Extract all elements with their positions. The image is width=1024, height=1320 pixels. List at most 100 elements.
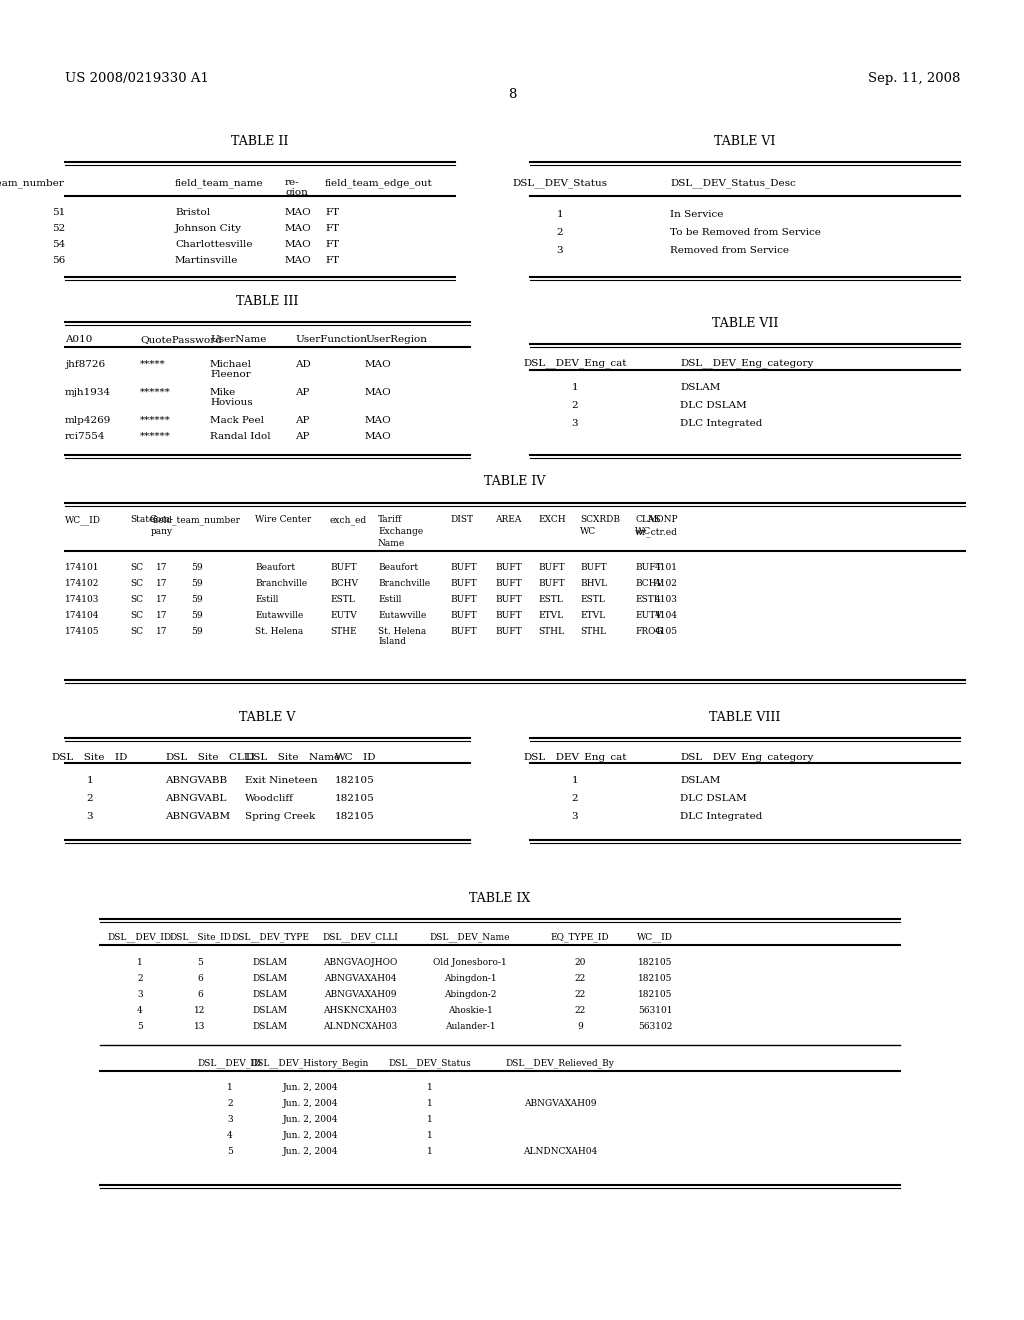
Text: DSL__DEV_Eng_cat: DSL__DEV_Eng_cat <box>523 358 627 368</box>
Text: St. Helena
Island: St. Helena Island <box>378 627 426 647</box>
Text: DLC Integrated: DLC Integrated <box>680 418 763 428</box>
Text: ESTL: ESTL <box>330 595 354 605</box>
Text: TABLE II: TABLE II <box>231 135 289 148</box>
Text: field_team_number: field_team_number <box>0 178 65 187</box>
Text: Ahoskie-1: Ahoskie-1 <box>447 1006 493 1015</box>
Text: 3: 3 <box>571 418 579 428</box>
Text: ******: ****** <box>140 416 171 425</box>
Text: field_team_name: field_team_name <box>175 178 263 187</box>
Text: BUFT: BUFT <box>495 595 521 605</box>
Text: STHL: STHL <box>538 627 564 636</box>
Text: EXCH: EXCH <box>538 515 565 524</box>
Text: DSL__DEV_Status: DSL__DEV_Status <box>512 178 607 187</box>
Text: 4104: 4104 <box>655 611 678 620</box>
Text: EQ_TYPE_ID: EQ_TYPE_ID <box>551 932 609 941</box>
Text: ESTL: ESTL <box>538 595 563 605</box>
Text: UserName: UserName <box>210 335 266 345</box>
Text: Michael
Fleenor: Michael Fleenor <box>210 360 252 379</box>
Text: BUFT: BUFT <box>450 579 476 587</box>
Text: Abingdon-1: Abingdon-1 <box>443 974 497 983</box>
Text: 174103: 174103 <box>65 595 99 605</box>
Text: ETVL: ETVL <box>538 611 563 620</box>
Text: QuotePassword: QuotePassword <box>140 335 222 345</box>
Text: 182105: 182105 <box>638 958 672 968</box>
Text: 5: 5 <box>227 1147 232 1156</box>
Text: A010: A010 <box>65 335 92 345</box>
Text: DSL__Site__CLLI: DSL__Site__CLLI <box>165 752 255 762</box>
Text: jhf8726: jhf8726 <box>65 360 105 370</box>
Text: 59: 59 <box>191 611 203 620</box>
Text: FT: FT <box>325 224 339 234</box>
Text: Branchville: Branchville <box>378 579 430 587</box>
Text: Sep. 11, 2008: Sep. 11, 2008 <box>867 73 961 84</box>
Text: 4103: 4103 <box>655 595 678 605</box>
Text: BUFT: BUFT <box>495 564 521 572</box>
Text: DSL__DEV_TYPE: DSL__DEV_TYPE <box>231 932 309 941</box>
Text: STHL: STHL <box>580 627 606 636</box>
Text: Jun. 2, 2004: Jun. 2, 2004 <box>283 1115 338 1125</box>
Text: ALNDNCXAH03: ALNDNCXAH03 <box>323 1022 397 1031</box>
Text: Jun. 2, 2004: Jun. 2, 2004 <box>283 1082 338 1092</box>
Text: 8: 8 <box>508 88 516 102</box>
Text: MAO: MAO <box>365 360 392 370</box>
Text: Branchville: Branchville <box>255 579 307 587</box>
Text: 6: 6 <box>198 974 203 983</box>
Text: TABLE VI: TABLE VI <box>715 135 776 148</box>
Text: 3: 3 <box>571 812 579 821</box>
Text: WC: WC <box>635 527 651 536</box>
Text: 52: 52 <box>52 224 65 234</box>
Text: MAO: MAO <box>365 416 392 425</box>
Text: 59: 59 <box>191 595 203 605</box>
Text: SC: SC <box>130 627 143 636</box>
Text: 174104: 174104 <box>65 611 99 620</box>
Text: BUFT: BUFT <box>495 611 521 620</box>
Text: Bristol: Bristol <box>175 209 210 216</box>
Text: DSLAM: DSLAM <box>253 1006 288 1015</box>
Text: TABLE VIII: TABLE VIII <box>710 711 780 723</box>
Text: Name: Name <box>378 539 406 548</box>
Text: Charlottesville: Charlottesville <box>175 240 253 249</box>
Text: TABLE V: TABLE V <box>240 711 296 723</box>
Text: Com-: Com- <box>150 515 174 524</box>
Text: BUFT: BUFT <box>450 627 476 636</box>
Text: 174102: 174102 <box>65 579 99 587</box>
Text: 1: 1 <box>571 383 579 392</box>
Text: Beaufort: Beaufort <box>378 564 418 572</box>
Text: exch_ed: exch_ed <box>330 515 368 524</box>
Text: DSL__Site__Name: DSL__Site__Name <box>245 752 340 762</box>
Text: DSL__Site_ID: DSL__Site_ID <box>169 932 231 941</box>
Text: *****: ***** <box>140 360 166 370</box>
Text: DSLAM: DSLAM <box>680 776 720 785</box>
Text: BCHV: BCHV <box>330 579 358 587</box>
Text: ESTL: ESTL <box>635 595 659 605</box>
Text: DSL__DEV_ID: DSL__DEV_ID <box>198 1059 262 1068</box>
Text: DSL__Site__ID: DSL__Site__ID <box>52 752 128 762</box>
Text: Wire Center: Wire Center <box>255 515 311 524</box>
Text: Mike
Hovious: Mike Hovious <box>210 388 253 408</box>
Text: 563101: 563101 <box>638 1006 672 1015</box>
Text: 4: 4 <box>137 1006 143 1015</box>
Text: 2: 2 <box>87 795 93 803</box>
Text: 2: 2 <box>227 1100 232 1107</box>
Text: Spring Creek: Spring Creek <box>245 812 315 821</box>
Text: BUFT: BUFT <box>635 564 662 572</box>
Text: 182105: 182105 <box>335 795 375 803</box>
Text: 22: 22 <box>574 1006 586 1015</box>
Text: BUFT: BUFT <box>450 611 476 620</box>
Text: 182105: 182105 <box>638 990 672 999</box>
Text: DIST: DIST <box>450 515 473 524</box>
Text: AP: AP <box>295 432 309 441</box>
Text: MONP: MONP <box>647 515 678 524</box>
Text: ABNGVAOJHOO: ABNGVAOJHOO <box>323 958 397 968</box>
Text: Exchange: Exchange <box>378 527 423 536</box>
Text: TABLE IX: TABLE IX <box>469 892 530 906</box>
Text: 56: 56 <box>52 256 65 265</box>
Text: field_team_number: field_team_number <box>153 515 241 524</box>
Text: DLC Integrated: DLC Integrated <box>680 812 763 821</box>
Text: To be Removed from Service: To be Removed from Service <box>670 228 821 238</box>
Text: 20: 20 <box>574 958 586 968</box>
Text: 17: 17 <box>157 595 168 605</box>
Text: 3: 3 <box>227 1115 232 1125</box>
Text: SCXRDB: SCXRDB <box>580 515 620 524</box>
Text: DSLAM: DSLAM <box>253 1022 288 1031</box>
